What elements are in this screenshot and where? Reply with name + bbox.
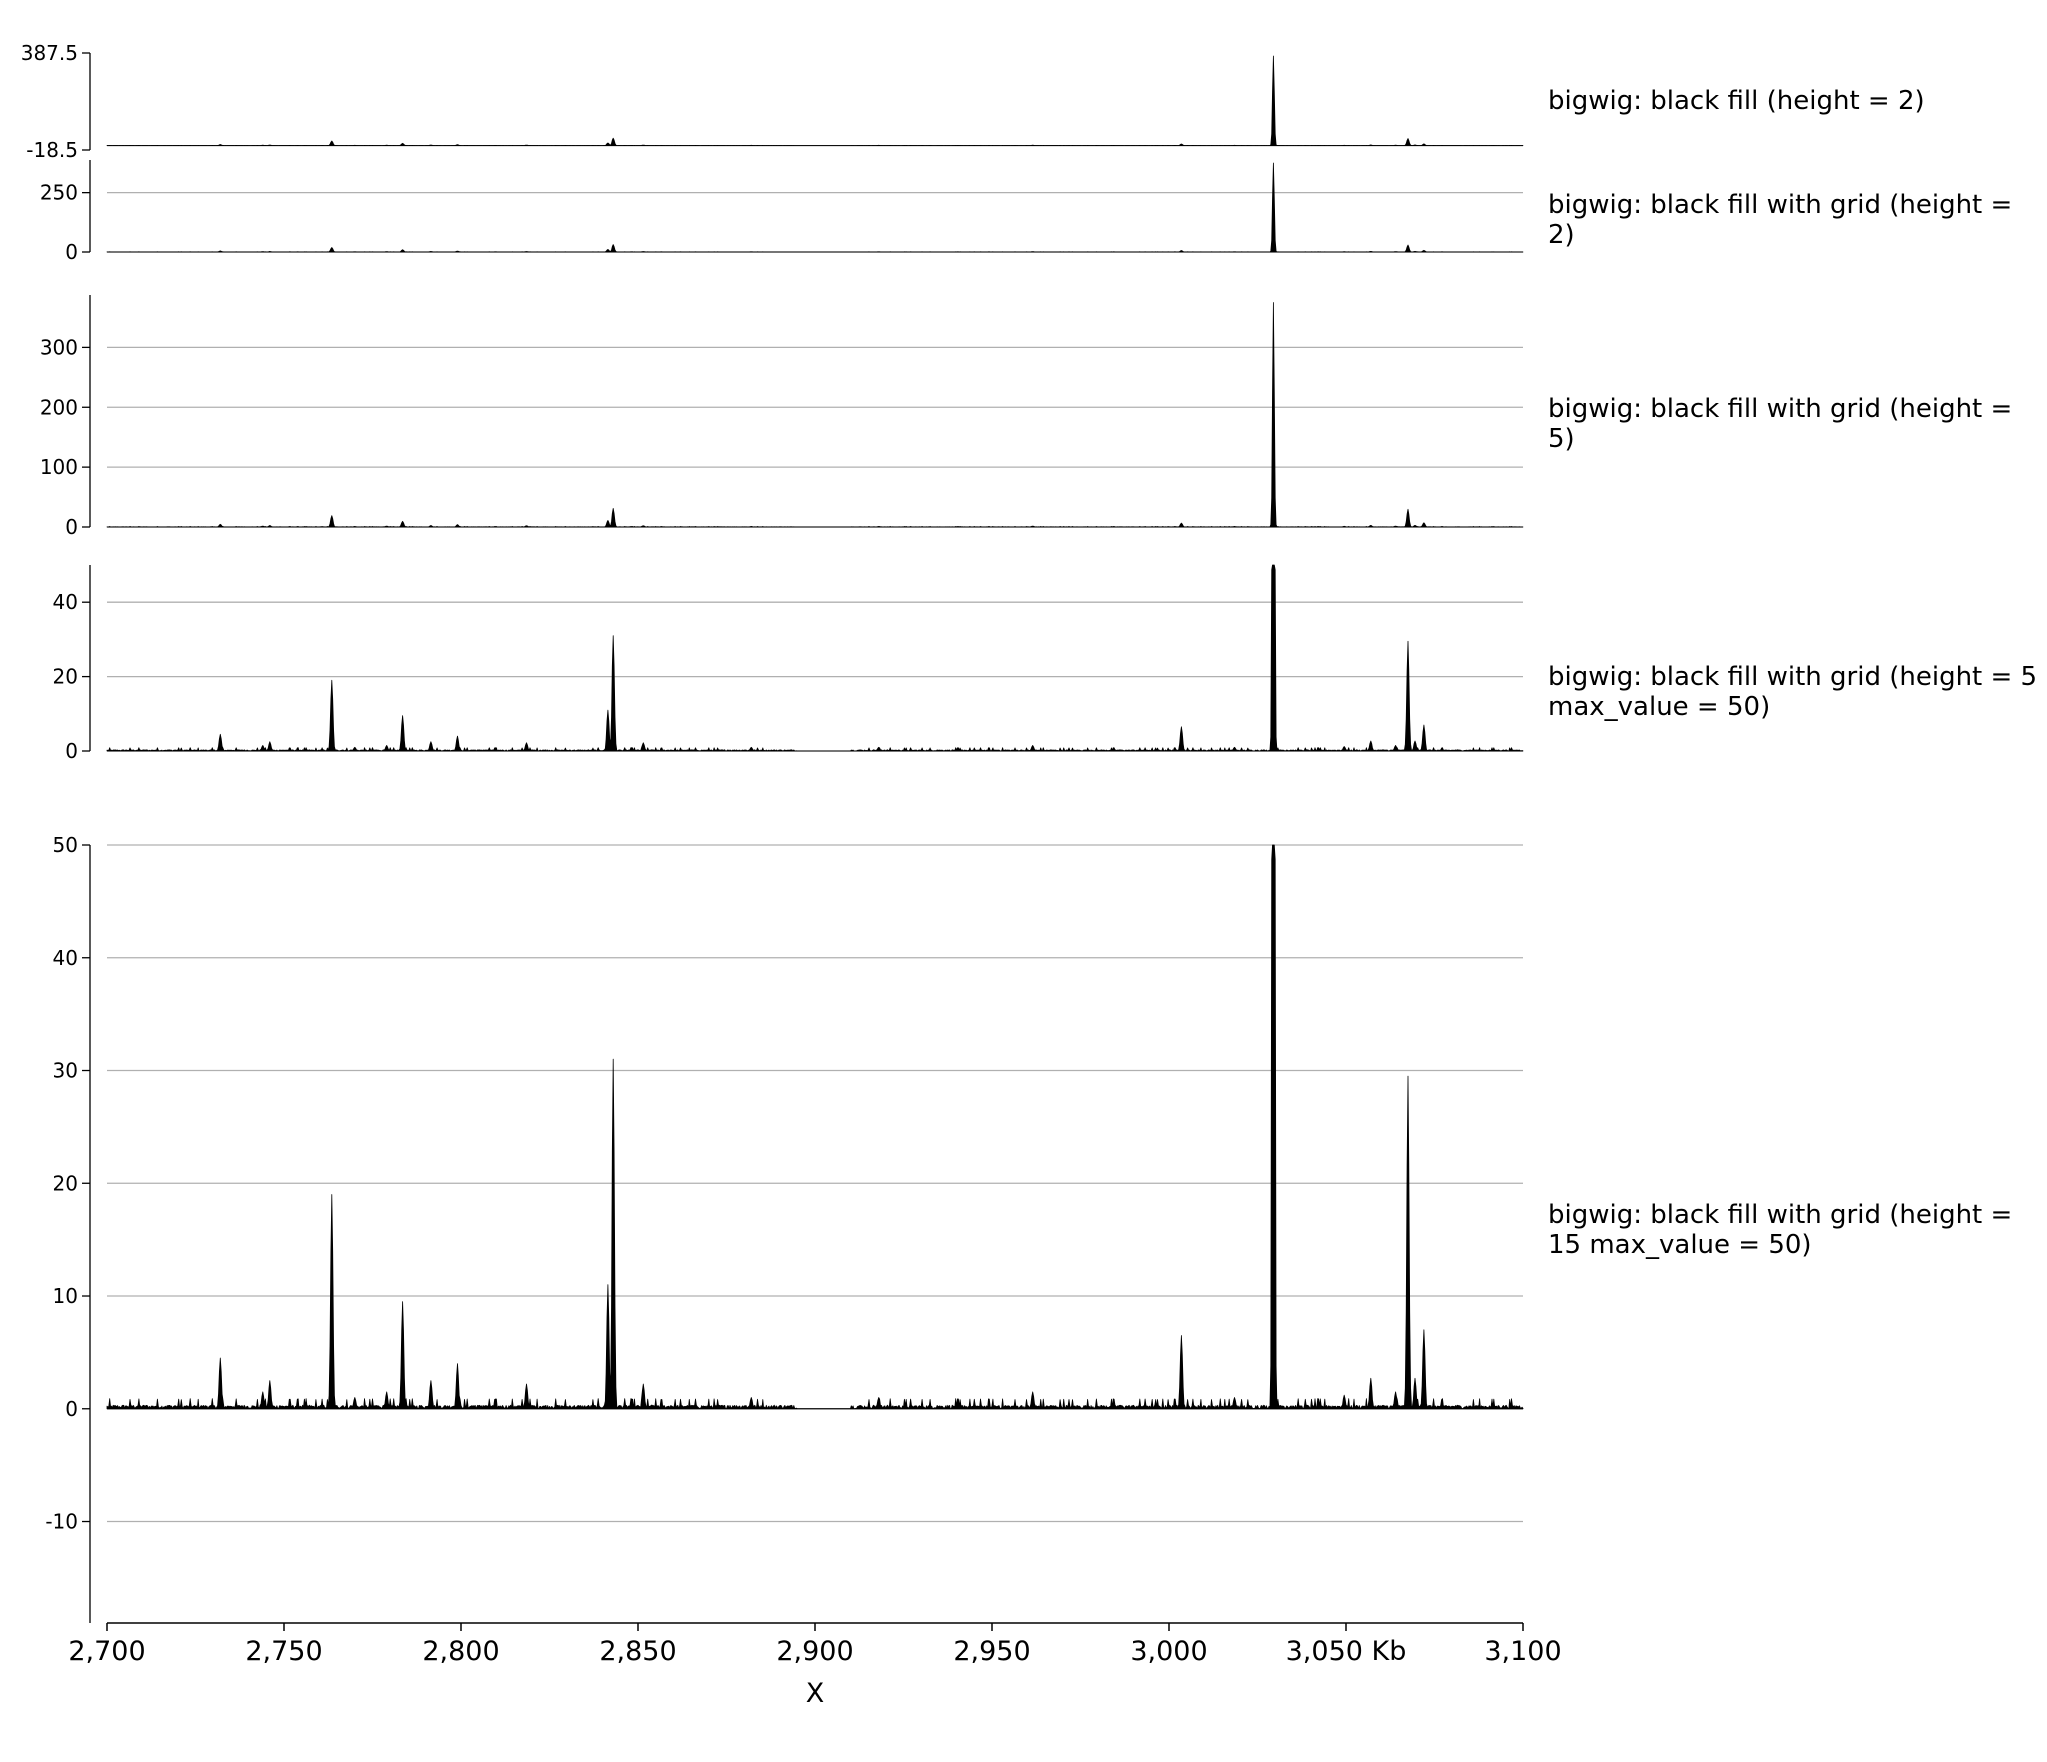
x-tick-label-8: 3,100 (1484, 1636, 1561, 1667)
y-tick-label-track1-1: -18.5 (26, 138, 78, 162)
y-tick-label-track3-2: 200 (40, 395, 78, 419)
track-label-2: bigwig: black fill with grid (height = 2… (1548, 190, 2013, 250)
track-2: 0 250 (40, 160, 1524, 264)
y-tick-label-track5-2: 10 (53, 1284, 78, 1308)
x-tick-label-6: 3,000 (1130, 1636, 1207, 1667)
track-label-4: bigwig: black fill with grid (height = 5… (1548, 662, 2038, 722)
track-1: 387.5 -18.5 (21, 41, 1524, 162)
y-tick-label-track4-1: 20 (53, 665, 78, 689)
signal-area-track-5 (106, 844, 1524, 1410)
x-tick-label-2: 2,800 (422, 1636, 499, 1667)
track-label-3: bigwig: black fill with grid (height = 5… (1548, 394, 2013, 454)
y-tick-label-track3-1: 100 (40, 455, 78, 479)
track-4: 0 20 40 (53, 564, 1524, 763)
y-tick-label-track5-5: 40 (53, 946, 78, 970)
y-tick-label-track3-3: 300 (40, 335, 78, 359)
y-tick-label-track5-6: 50 (53, 833, 78, 857)
x-tick-label-4: 2,900 (776, 1636, 853, 1667)
y-tick-label-track3-0: 0 (65, 515, 78, 539)
y-tick-label-track2-0: 0 (65, 240, 78, 264)
signal-area-track-3 (106, 302, 1524, 528)
x-axis: 2,700 2,750 2,800 2,850 2,900 2,950 3,000 3,050… (68, 1622, 1562, 1709)
x-tick-label-5: 2,950 (953, 1636, 1030, 1667)
x-tick-label-7: 3,050 Kb (1286, 1636, 1407, 1667)
x-tick-label-1: 2,750 (245, 1636, 322, 1667)
y-tick-label-track5-4: 30 (53, 1059, 78, 1083)
track-label-5: bigwig: black fill with grid (height = 1… (1548, 1200, 2013, 1260)
signal-area-track-2 (106, 162, 1524, 253)
track-5: -10 0 10 20 30 40 50 (45, 833, 1524, 1623)
y-tick-label-track1-0: 387.5 (21, 41, 78, 65)
y-tick-label-track5-1: 0 (65, 1397, 78, 1421)
y-tick-label-track5-3: 20 (53, 1171, 78, 1195)
x-axis-label: X (806, 1678, 825, 1709)
signal-area-track-4 (106, 564, 1524, 752)
y-tick-label-track5-0: -10 (45, 1510, 78, 1534)
signal-area-track-1 (106, 55, 1524, 146)
x-tick-label-3: 2,850 (599, 1636, 676, 1667)
y-tick-label-track4-0: 0 (65, 739, 78, 763)
y-tick-label-track2-1: 250 (40, 181, 78, 205)
track-3: 0 100 200 300 (40, 295, 1524, 539)
track-label-1: bigwig: black fill (height = 2) (1548, 86, 1925, 116)
x-tick-label-0: 2,700 (68, 1636, 145, 1667)
y-tick-label-track4-2: 40 (53, 590, 78, 614)
